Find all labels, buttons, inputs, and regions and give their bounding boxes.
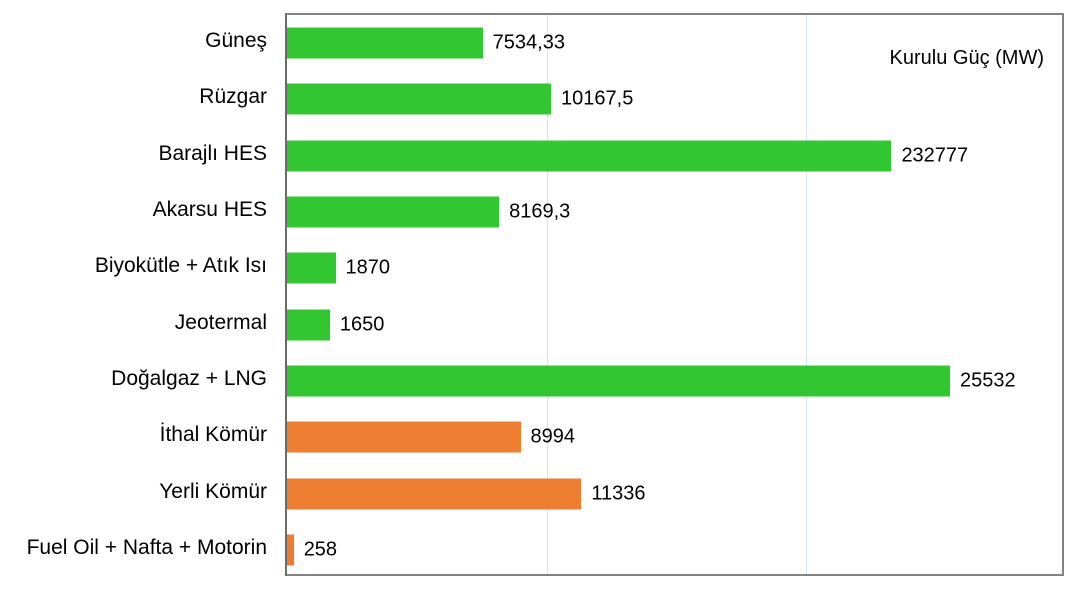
bar-row: 1870 — [287, 240, 1062, 296]
category-label: Biyokütle + Atık Isı — [94, 254, 267, 278]
category-label: Barajlı HES — [158, 141, 267, 165]
category-label: Akarsu HES — [152, 198, 267, 222]
bar-4 — [287, 196, 500, 228]
plot-area: 7534,33 10167,5 232777 8169,3 1870 1650 25532 8… — [285, 13, 1064, 576]
category-label: Güneş — [205, 29, 267, 53]
gridline — [806, 15, 808, 574]
category-label: Jeotermal — [174, 310, 267, 334]
bar-row: 258 — [287, 522, 1062, 578]
bar-row: 1650 — [287, 297, 1062, 353]
value-label: 10167,5 — [561, 87, 634, 110]
category-label: Yerli Kömür — [159, 479, 267, 503]
category-axis-labels: Güneş Rüzgar Barajlı HES Akarsu HES Biyokütl… — [0, 13, 267, 576]
bar-row: 25532 — [287, 353, 1062, 409]
category-label: Fuel Oil + Nafta + Motorin — [26, 535, 267, 559]
bar-7 — [287, 365, 950, 397]
category-label: İthal Kömür — [159, 423, 267, 447]
value-label: 11336 — [591, 482, 646, 505]
gridline — [546, 15, 548, 574]
bar-row: 8169,3 — [287, 184, 1062, 240]
value-label: 7534,33 — [492, 31, 565, 54]
bar-8 — [287, 421, 521, 453]
bar-9 — [287, 478, 582, 510]
value-label: 8169,3 — [509, 200, 571, 223]
bar-row: 8994 — [287, 409, 1062, 465]
bar-5 — [287, 252, 336, 284]
bar-row: 7534,33 — [287, 15, 1062, 71]
bar-2 — [287, 83, 552, 115]
value-label: 8994 — [530, 425, 576, 448]
bar-row: 11336 — [287, 465, 1062, 521]
value-label: 1650 — [339, 313, 385, 336]
value-label: 258 — [303, 538, 338, 561]
legend-label: Kurulu Güç (MW) — [889, 47, 1044, 69]
bar-row: 10167,5 — [287, 71, 1062, 127]
bar-1 — [287, 27, 483, 59]
bar-10 — [287, 534, 294, 566]
bar-6 — [287, 309, 330, 341]
bar-3 — [287, 140, 892, 172]
category-label: Rüzgar — [199, 85, 267, 109]
category-label: Doğalgaz + LNG — [111, 366, 267, 390]
bar-row: 232777 — [287, 128, 1062, 184]
value-label: 1870 — [345, 256, 391, 279]
value-label: 232777 — [901, 144, 969, 167]
value-label: 25532 — [959, 369, 1016, 392]
